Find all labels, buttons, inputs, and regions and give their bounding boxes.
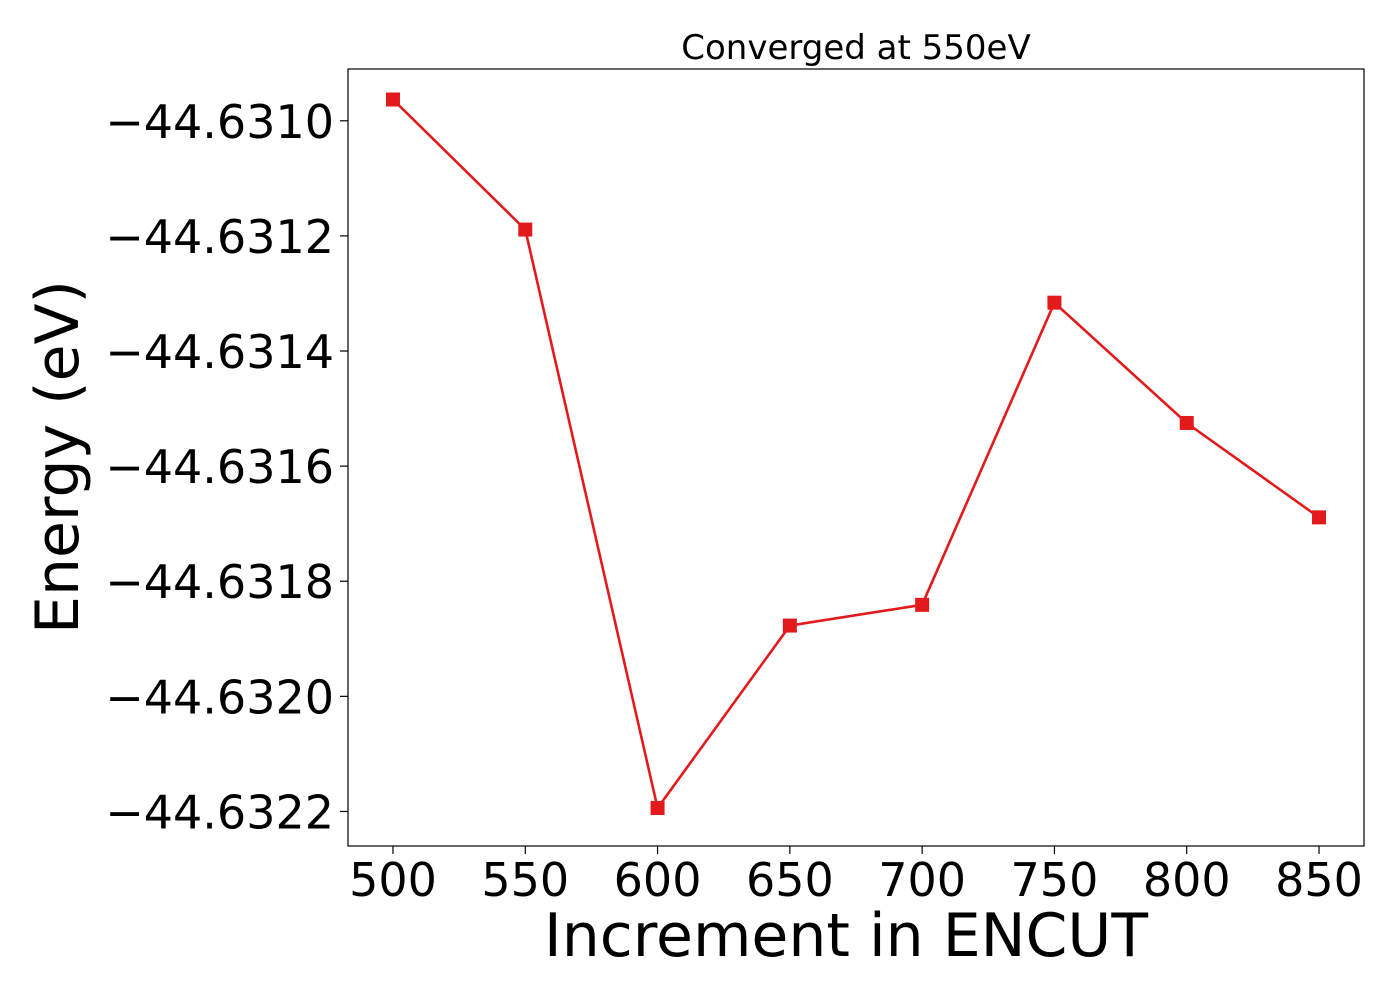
data-point-marker <box>650 801 665 816</box>
data-point-marker <box>1047 295 1062 310</box>
data-point-marker <box>1179 415 1194 430</box>
y-tick-label: −44.6318 <box>105 555 334 609</box>
y-tick-label: −44.6310 <box>105 95 334 149</box>
series-layer <box>385 92 1327 816</box>
y-axis: −44.6310 −44.6312 −44.6314 −44.6316 −44.6318… <box>105 95 348 839</box>
x-tick-label: 650 <box>746 853 834 907</box>
x-axis-label: Increment in ENCUT <box>544 901 1148 971</box>
series-line <box>392 98 1320 812</box>
x-tick-label: 600 <box>614 853 702 907</box>
x-tick-label: 850 <box>1275 853 1363 907</box>
x-tick-label: 500 <box>349 853 437 907</box>
y-axis-label: Energy (eV) <box>23 280 93 634</box>
y-tick-label: −44.6322 <box>105 785 334 839</box>
x-tick-label: 800 <box>1143 853 1231 907</box>
data-point-marker <box>915 597 930 612</box>
y-tick-label: −44.6316 <box>105 440 334 494</box>
chart-title: Converged at 550eV <box>681 28 1030 68</box>
data-point-marker <box>518 222 533 237</box>
data-point-marker <box>782 618 797 633</box>
x-tick-label: 750 <box>1011 853 1099 907</box>
data-point-marker <box>1312 510 1327 525</box>
x-tick-label: 700 <box>878 853 966 907</box>
x-axis: 500 550 600 650 700 750 800 850 <box>349 846 1363 907</box>
y-tick-label: −44.6314 <box>105 325 334 379</box>
plot-frame <box>347 68 1365 847</box>
y-tick-label: −44.6320 <box>105 670 334 724</box>
x-tick-label: 550 <box>481 853 569 907</box>
data-point-marker <box>385 92 400 107</box>
y-tick-label: −44.6312 <box>105 210 334 264</box>
